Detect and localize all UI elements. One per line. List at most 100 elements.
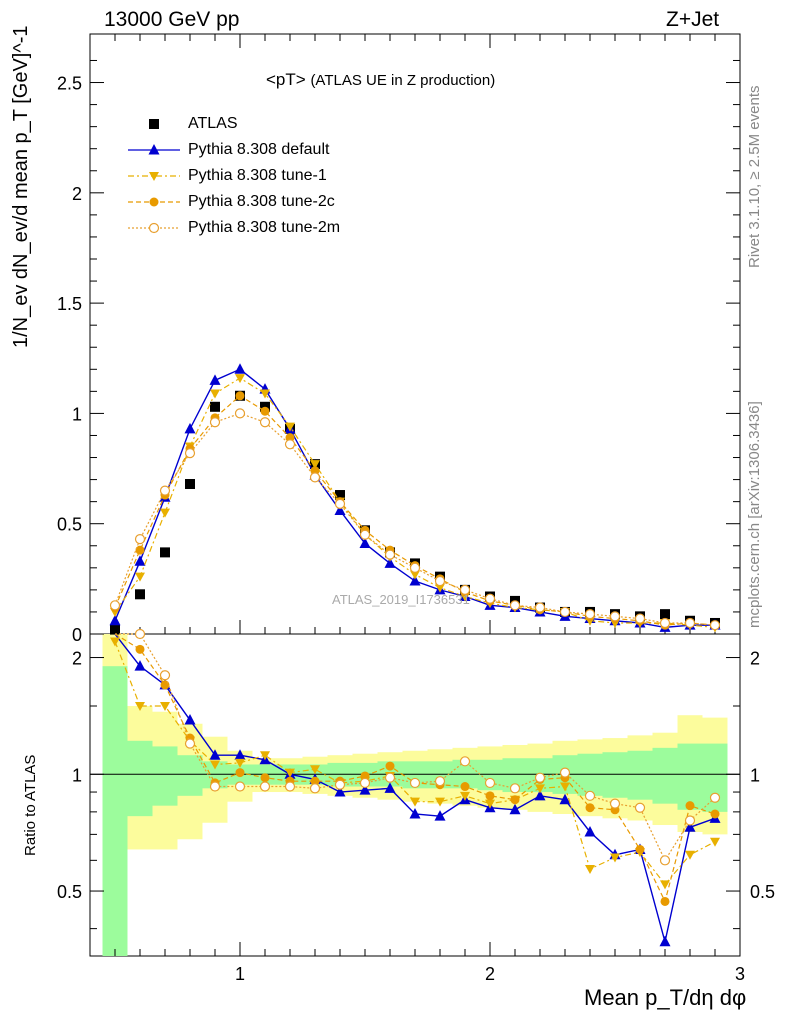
point-tune1 xyxy=(285,422,295,432)
point-tune2m xyxy=(484,593,496,604)
ratio-y-tick-label: 1 xyxy=(72,765,82,785)
point-tune1 xyxy=(310,460,320,470)
point-tune2m xyxy=(634,613,646,624)
uncertainty-band-green xyxy=(152,746,178,806)
ratio-point-tune2m xyxy=(134,628,146,640)
x-axis-label: Mean p_T/dη dφ xyxy=(584,985,747,1010)
main-y-tick-label: 1 xyxy=(72,404,82,424)
point-default xyxy=(134,555,146,566)
analysis-watermark: ATLAS_2019_I1736531 xyxy=(332,592,470,607)
ratio-point-tune2m xyxy=(384,772,396,783)
series-line-default xyxy=(114,368,715,629)
ratio-point-tune1 xyxy=(535,784,545,794)
ratio-point-tune2c xyxy=(235,768,245,778)
ratio-point-tune2m xyxy=(159,670,171,681)
legend-label-atlas: ATLAS xyxy=(188,115,238,132)
x-tick-label: 2 xyxy=(485,964,495,984)
ratio-point-tune1 xyxy=(660,880,670,890)
header-left: 13000 GeV pp xyxy=(104,8,240,31)
legend-label-tune2m: Pythia 8.308 tune-2m xyxy=(188,219,341,236)
ratio-y-tick-label: 2 xyxy=(72,649,82,669)
point-tune2c xyxy=(235,391,245,401)
legend-marker-tune2m xyxy=(148,222,160,234)
point-tune1 xyxy=(435,583,445,593)
legend-marker-tune1 xyxy=(149,172,159,181)
point-atlas xyxy=(335,490,345,501)
point-atlas xyxy=(660,609,670,620)
point-tune2m xyxy=(159,485,171,496)
point-tune2m xyxy=(434,575,446,587)
point-default xyxy=(209,374,221,385)
point-tune2m xyxy=(334,498,346,509)
ratio-point-tune1 xyxy=(610,853,620,863)
x-tick-label: 1 xyxy=(235,964,245,984)
ratio-point-tune2m xyxy=(359,777,371,789)
ratio-point-tune1 xyxy=(560,782,570,792)
ratio-point-tune1 xyxy=(110,637,120,647)
ratio-y-tick-label: 0.5 xyxy=(57,882,82,902)
legend-label-default: Pythia 8.308 default xyxy=(188,141,330,158)
point-atlas xyxy=(185,479,195,489)
ratio-point-tune2m xyxy=(334,779,346,790)
uncertainty-band-green xyxy=(627,750,653,800)
ratio-point-tune2c xyxy=(360,771,370,781)
point-tune1 xyxy=(135,572,145,582)
ratio-point-tune1 xyxy=(435,797,445,807)
ratio-point-tune2m xyxy=(634,802,646,813)
ratio-point-tune1 xyxy=(485,799,495,809)
ratio-point-tune2c xyxy=(460,782,470,792)
ratio-point-tune2c xyxy=(685,801,695,811)
uncertainty-band-green xyxy=(127,740,153,817)
main-y-tick-label: 0 xyxy=(72,625,82,645)
legend-marker-default xyxy=(148,144,160,155)
ratio-point-tune1 xyxy=(410,797,420,807)
point-tune2c xyxy=(260,406,270,416)
ratio-point-tune2m xyxy=(459,756,471,767)
point-tune2c xyxy=(135,545,145,555)
ratio-point-tune2m xyxy=(184,738,196,749)
ratio-point-tune2c xyxy=(485,791,495,801)
point-tune2m xyxy=(184,448,196,459)
point-tune2m xyxy=(609,611,621,622)
x-tick-label: 3 xyxy=(735,964,745,984)
uncertainty-band-green xyxy=(677,743,703,810)
ratio-point-default xyxy=(134,660,146,671)
ratio-point-tune2c xyxy=(660,896,670,906)
point-tune2m xyxy=(509,600,521,611)
ratio-point-default xyxy=(659,935,671,947)
point-tune2m xyxy=(234,408,246,419)
ratio-point-tune1 xyxy=(135,701,145,711)
rivet-label: Rivet 3.1.10, ≥ 2.5M events xyxy=(746,85,763,269)
ratio-y-tick-label-right: 1 xyxy=(750,765,760,785)
legend-label-tune1: Pythia 8.308 tune-1 xyxy=(188,167,327,184)
ratio-point-tune2m xyxy=(409,777,421,789)
legend-label-tune2c: Pythia 8.308 tune-2c xyxy=(188,193,335,210)
ratio-point-tune1 xyxy=(710,837,720,847)
point-atlas xyxy=(160,547,170,558)
ratio-point-tune2c xyxy=(585,803,595,813)
ratio-point-default xyxy=(584,825,596,837)
point-tune2m xyxy=(359,529,371,540)
point-atlas xyxy=(210,401,220,412)
point-tune2m xyxy=(259,417,271,428)
point-tune2m xyxy=(409,562,421,573)
ratio-point-tune2c xyxy=(710,809,720,819)
series-line-tune1 xyxy=(114,377,716,628)
ratio-point-default xyxy=(184,714,196,725)
ratio-point-default xyxy=(509,803,521,815)
mcplots-label: mcplots.cern.ch [arXiv:1306.3436] xyxy=(746,401,763,628)
point-tune2m xyxy=(559,606,571,618)
ratio-point-default xyxy=(334,786,346,797)
header-right: Z+Jet xyxy=(666,8,720,31)
ratio-point-tune2c xyxy=(385,761,395,771)
point-default xyxy=(109,614,121,626)
point-default xyxy=(234,363,246,374)
ratio-point-default xyxy=(684,821,696,832)
ratio-point-tune2m xyxy=(434,776,446,787)
ratio-point-default xyxy=(234,749,246,760)
point-atlas xyxy=(135,589,145,600)
ratio-point-default xyxy=(559,793,571,805)
ratio-point-tune1 xyxy=(160,701,170,711)
main-y-tick-label: 0.5 xyxy=(57,515,82,535)
ratio-point-tune2c xyxy=(260,773,270,783)
